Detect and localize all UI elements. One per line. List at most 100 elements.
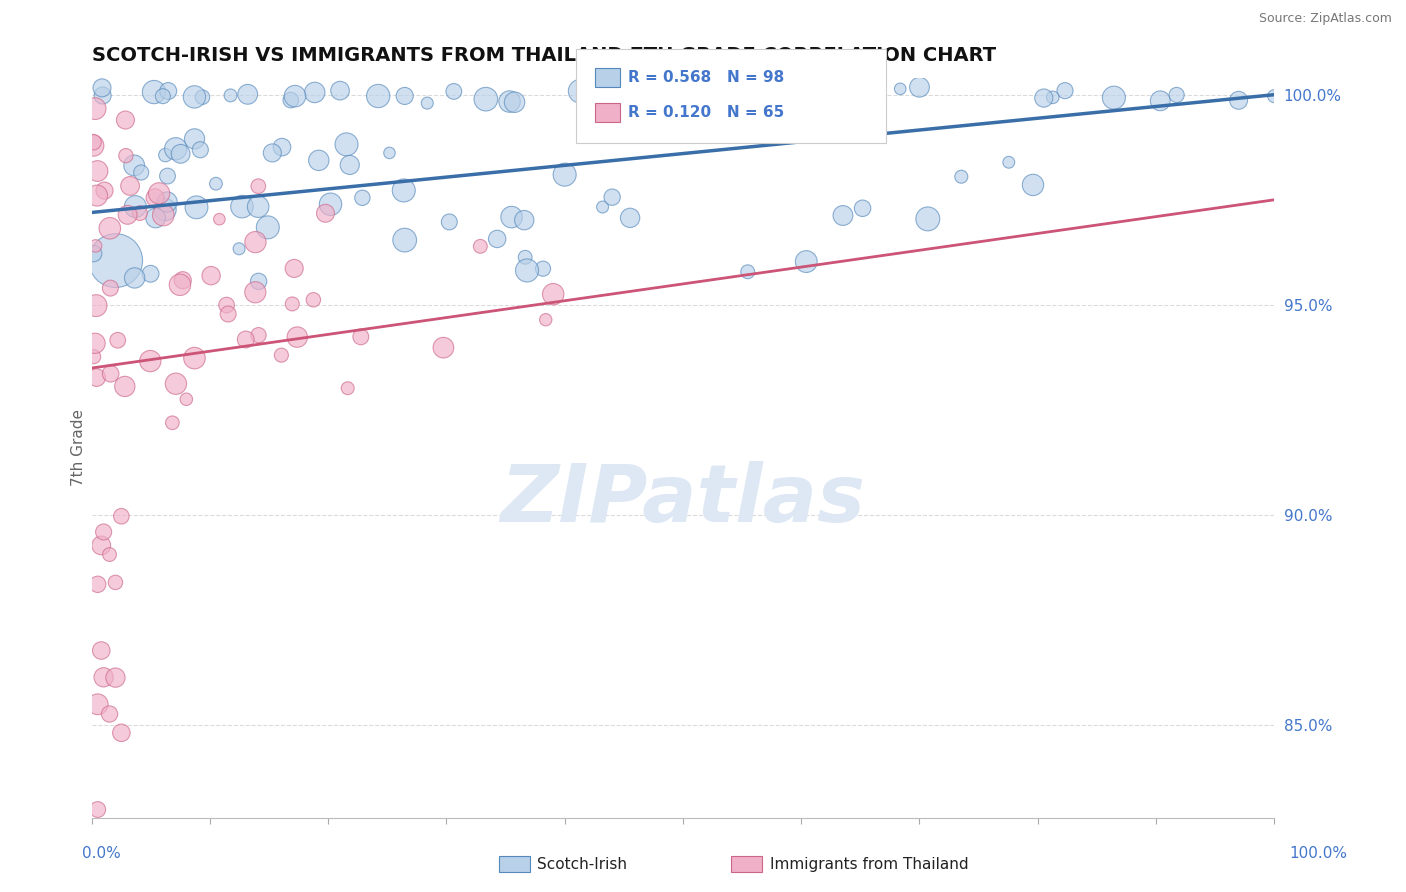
Text: R = 0.120   N = 65: R = 0.120 N = 65 bbox=[628, 105, 785, 120]
Point bbox=[1166, 87, 1188, 102]
Point bbox=[104, 575, 127, 590]
Point bbox=[1042, 90, 1064, 104]
Point bbox=[104, 253, 127, 268]
Point bbox=[228, 242, 250, 256]
Point bbox=[83, 246, 105, 260]
Point bbox=[84, 299, 107, 313]
Point bbox=[515, 250, 537, 264]
Point bbox=[598, 91, 620, 105]
Point bbox=[153, 202, 176, 217]
Point bbox=[235, 333, 257, 347]
Point bbox=[416, 96, 439, 111]
Point bbox=[93, 670, 115, 684]
Point bbox=[91, 81, 114, 95]
Point bbox=[217, 307, 239, 321]
Point bbox=[143, 85, 166, 99]
Point bbox=[152, 208, 174, 222]
Point bbox=[950, 169, 973, 184]
Point bbox=[304, 86, 326, 100]
Point bbox=[710, 87, 733, 102]
Point bbox=[90, 538, 112, 552]
Point bbox=[208, 212, 231, 227]
Point bbox=[117, 208, 139, 222]
Point bbox=[432, 341, 454, 355]
Point bbox=[818, 91, 841, 105]
Text: ZIPatlas: ZIPatlas bbox=[501, 460, 866, 539]
Point bbox=[600, 190, 623, 204]
Point bbox=[245, 235, 267, 249]
Point bbox=[794, 254, 817, 268]
Point bbox=[737, 265, 759, 279]
Point bbox=[704, 86, 727, 100]
Point bbox=[256, 220, 278, 235]
Point bbox=[247, 179, 270, 194]
Point bbox=[157, 84, 180, 98]
Point bbox=[165, 142, 187, 156]
Point bbox=[86, 698, 108, 712]
Text: Immigrants from Thailand: Immigrants from Thailand bbox=[770, 857, 969, 871]
Point bbox=[378, 145, 401, 160]
Point bbox=[110, 726, 132, 740]
Point bbox=[280, 93, 302, 107]
Point bbox=[200, 268, 222, 283]
Point bbox=[336, 381, 359, 395]
Point bbox=[91, 88, 114, 103]
Point bbox=[83, 350, 105, 364]
Point bbox=[270, 348, 292, 362]
Point bbox=[90, 643, 112, 657]
Point bbox=[93, 184, 115, 198]
Point bbox=[172, 273, 194, 287]
Point bbox=[271, 140, 294, 154]
Text: 100.0%: 100.0% bbox=[1289, 847, 1347, 861]
Point bbox=[394, 233, 416, 247]
Text: 0.0%: 0.0% bbox=[82, 847, 121, 861]
Point bbox=[855, 79, 877, 94]
Point bbox=[832, 209, 855, 223]
Point bbox=[262, 145, 284, 160]
Point bbox=[531, 261, 554, 276]
Point bbox=[191, 90, 214, 104]
Point bbox=[93, 524, 115, 539]
Point bbox=[169, 277, 191, 292]
Point bbox=[129, 165, 152, 179]
Point bbox=[247, 328, 270, 343]
Point bbox=[162, 416, 184, 430]
Point bbox=[86, 370, 108, 384]
Point bbox=[155, 148, 177, 162]
Point bbox=[86, 164, 108, 178]
Point bbox=[541, 287, 564, 301]
Point bbox=[503, 95, 526, 110]
Point bbox=[283, 261, 305, 276]
Point bbox=[139, 354, 162, 368]
Point bbox=[84, 239, 107, 253]
Point bbox=[319, 197, 342, 211]
Point bbox=[120, 178, 142, 193]
Point bbox=[443, 84, 465, 98]
Point bbox=[498, 95, 520, 109]
Point bbox=[219, 88, 242, 103]
Point bbox=[84, 102, 107, 116]
Point bbox=[997, 155, 1019, 169]
Point bbox=[169, 146, 191, 161]
Point bbox=[231, 200, 253, 214]
Point bbox=[339, 158, 361, 172]
Text: SCOTCH-IRISH VS IMMIGRANTS FROM THAILAND 7TH GRADE CORRELATION CHART: SCOTCH-IRISH VS IMMIGRANTS FROM THAILAND… bbox=[91, 46, 995, 65]
Point bbox=[104, 671, 127, 685]
Point bbox=[183, 132, 205, 146]
Point bbox=[98, 221, 121, 235]
Point bbox=[302, 293, 325, 307]
Point bbox=[285, 330, 308, 344]
Point bbox=[98, 281, 121, 295]
Point bbox=[148, 186, 170, 201]
Point bbox=[846, 94, 869, 108]
Point bbox=[569, 84, 592, 98]
Point bbox=[114, 379, 136, 393]
Point bbox=[314, 206, 336, 220]
Point bbox=[236, 87, 259, 102]
Point bbox=[139, 267, 162, 281]
Text: R = 0.568   N = 98: R = 0.568 N = 98 bbox=[628, 70, 785, 85]
Point bbox=[1053, 84, 1076, 98]
Point bbox=[917, 211, 939, 226]
Point bbox=[284, 89, 307, 103]
Point bbox=[516, 263, 538, 277]
